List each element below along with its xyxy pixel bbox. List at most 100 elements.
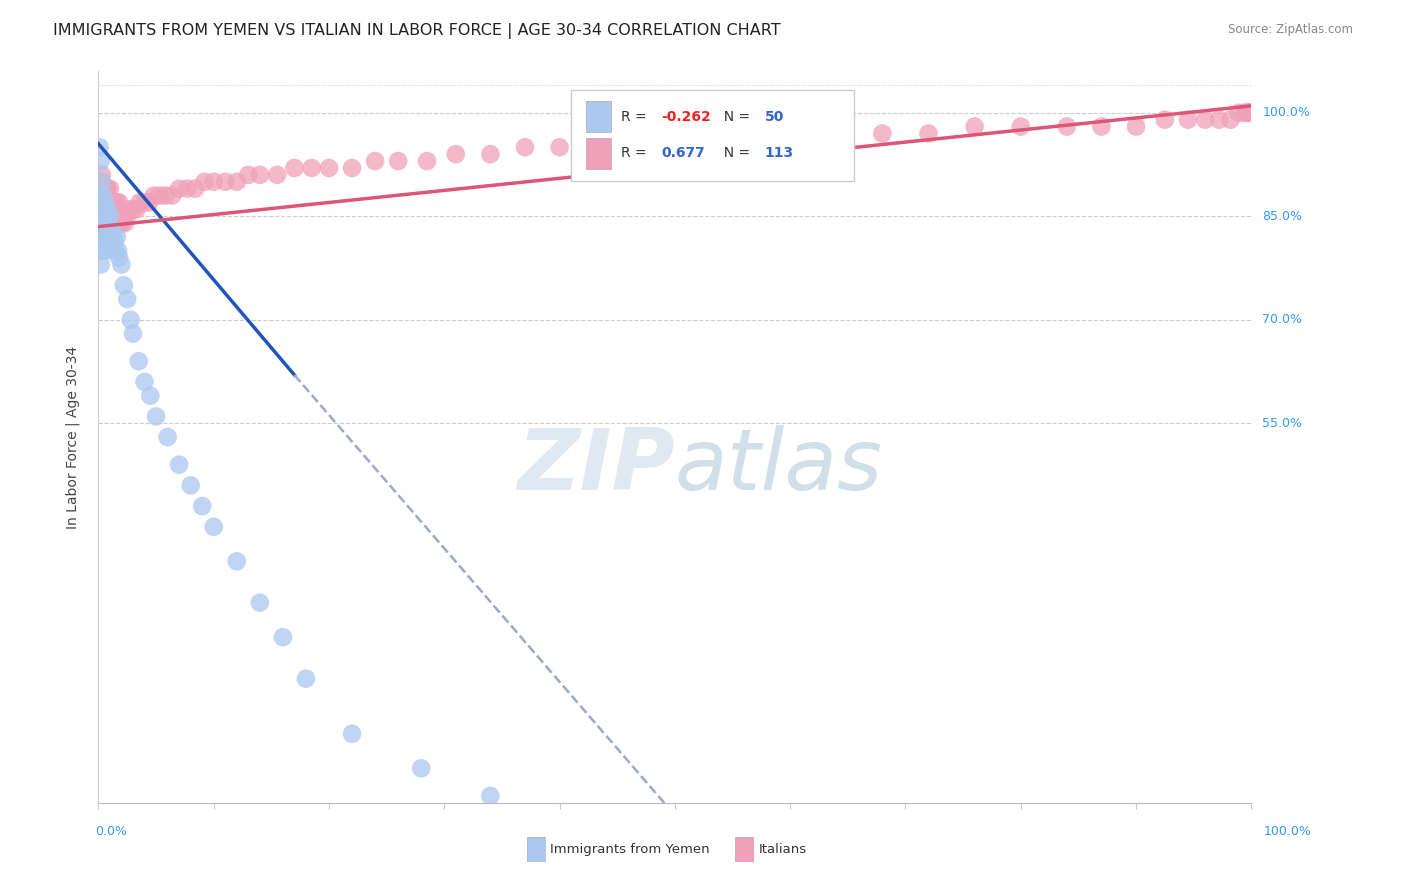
Point (1010, 120, 1032, 134)
Point (103, 236, 125, 251)
Point (91, 223, 114, 237)
Point (97, 216, 120, 230)
Point (340, 727, 363, 741)
Point (98, 202, 121, 217)
Point (411, 761, 433, 775)
Text: N =: N = (716, 146, 755, 161)
Y-axis label: In Labor Force | Age 30-34: In Labor Force | Age 30-34 (65, 345, 80, 529)
Point (686, 133, 709, 147)
Text: 100.0%: 100.0% (1264, 825, 1312, 838)
Text: 0.0%: 0.0% (96, 825, 128, 838)
Point (872, 127, 894, 141)
Point (97, 202, 120, 217)
Point (100, 195, 122, 210)
Point (89, 140, 111, 154)
Point (479, 789, 502, 803)
Point (1240, 105, 1263, 120)
Point (110, 216, 132, 230)
Text: atlas: atlas (675, 425, 883, 508)
Point (108, 195, 131, 210)
Point (97, 223, 120, 237)
Point (104, 195, 127, 210)
Point (105, 216, 128, 230)
Point (225, 175, 247, 189)
Point (134, 195, 156, 210)
Point (97, 216, 120, 230)
Text: ZIP: ZIP (517, 425, 675, 508)
Point (90, 223, 112, 237)
Point (91, 182, 114, 196)
Text: 85.0%: 85.0% (1263, 210, 1302, 223)
Point (94, 202, 117, 217)
Text: R =: R = (620, 146, 651, 161)
Text: -0.262: -0.262 (661, 110, 711, 124)
Point (94, 230, 117, 244)
Point (1208, 112, 1230, 127)
Point (733, 133, 755, 147)
Point (94, 223, 117, 237)
Point (117, 292, 139, 306)
Point (114, 216, 136, 230)
Point (1239, 105, 1261, 120)
Point (89, 188, 111, 202)
Point (156, 430, 179, 444)
Point (283, 161, 305, 175)
Point (155, 188, 177, 202)
Point (1177, 112, 1199, 127)
Point (90, 258, 112, 272)
Point (917, 127, 939, 141)
Point (142, 188, 165, 202)
Point (108, 251, 131, 265)
Point (1240, 105, 1263, 120)
Point (105, 230, 128, 244)
Point (1237, 105, 1260, 120)
Point (97, 230, 120, 244)
Point (90, 209, 112, 223)
Point (1239, 105, 1261, 120)
Point (225, 554, 247, 568)
Text: Source: ZipAtlas.com: Source: ZipAtlas.com (1227, 23, 1353, 37)
Point (94, 195, 117, 210)
Point (101, 230, 124, 244)
Text: 55.0%: 55.0% (1263, 417, 1302, 430)
Point (90, 216, 112, 230)
Point (963, 120, 986, 134)
Point (103, 216, 125, 230)
Text: 50: 50 (765, 110, 785, 124)
Point (266, 168, 288, 182)
Text: Italians: Italians (759, 843, 807, 855)
Point (148, 188, 170, 202)
Point (91, 188, 114, 202)
Point (444, 147, 467, 161)
Point (112, 278, 135, 293)
Point (98, 223, 121, 237)
Point (90, 195, 112, 210)
Point (98, 209, 121, 223)
Point (90, 223, 112, 237)
Point (1233, 105, 1256, 120)
Point (176, 182, 198, 196)
Text: R =: R = (620, 110, 651, 124)
Point (1090, 120, 1112, 134)
Point (103, 216, 125, 230)
Point (101, 195, 124, 210)
Point (104, 244, 127, 258)
Point (202, 175, 225, 189)
Point (548, 140, 571, 154)
Point (1125, 120, 1147, 134)
Point (89, 188, 111, 202)
Point (1240, 105, 1263, 120)
Point (110, 216, 132, 230)
Point (90, 175, 112, 189)
Point (91, 244, 114, 258)
Point (96, 182, 118, 196)
Point (652, 133, 675, 147)
Point (479, 147, 502, 161)
Point (825, 127, 848, 141)
Point (193, 175, 215, 189)
Point (97, 236, 120, 251)
Point (416, 154, 439, 169)
Point (318, 161, 340, 175)
Point (145, 409, 167, 424)
Point (94, 182, 117, 196)
